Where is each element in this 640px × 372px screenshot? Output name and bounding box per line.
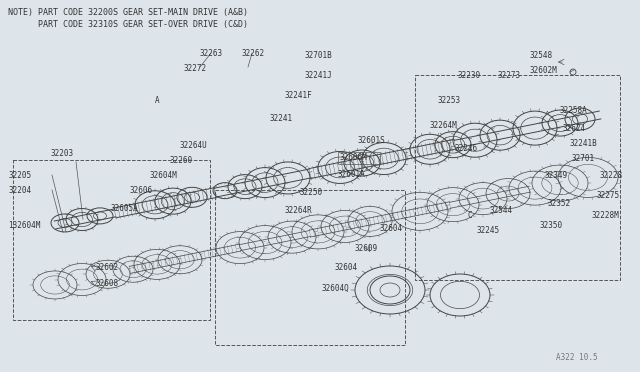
Text: 32264R: 32264R — [285, 205, 313, 215]
Text: 32701B: 32701B — [305, 51, 333, 60]
Text: 32230: 32230 — [458, 71, 481, 80]
Text: 32602M: 32602M — [530, 65, 557, 74]
Text: 32608: 32608 — [95, 279, 118, 288]
Text: 32272: 32272 — [183, 64, 206, 73]
Text: 32203: 32203 — [50, 148, 73, 157]
Text: NOTE) PART CODE 32200S GEAR SET-MAIN DRIVE (A&B): NOTE) PART CODE 32200S GEAR SET-MAIN DRI… — [8, 8, 248, 17]
Text: 32604: 32604 — [380, 224, 403, 232]
Text: 32204: 32204 — [8, 186, 31, 195]
Text: 32228: 32228 — [600, 170, 623, 180]
Text: 32241B: 32241B — [570, 138, 598, 148]
Text: 32275: 32275 — [597, 190, 620, 199]
Text: 32260: 32260 — [170, 155, 193, 164]
Text: 32264U: 32264U — [180, 141, 208, 150]
Text: 32604: 32604 — [335, 263, 358, 273]
Text: 32349: 32349 — [545, 170, 568, 180]
Text: 32241J: 32241J — [305, 71, 333, 80]
Text: 32548: 32548 — [530, 51, 553, 60]
Bar — [338, 152, 380, 164]
Text: 32606M: 32606M — [340, 153, 368, 161]
Text: 132604M: 132604M — [8, 221, 40, 230]
Text: 32352: 32352 — [548, 199, 571, 208]
Text: 32228M: 32228M — [592, 211, 620, 219]
Text: 32245: 32245 — [477, 225, 500, 234]
Text: 32544: 32544 — [490, 205, 513, 215]
Text: C: C — [468, 211, 472, 219]
Text: 32246: 32246 — [455, 144, 478, 153]
Text: 32604M: 32604M — [150, 170, 178, 180]
Text: 32205: 32205 — [8, 170, 31, 180]
Text: 32604Q: 32604Q — [322, 283, 349, 292]
Text: 32350: 32350 — [540, 221, 563, 230]
Text: 32701: 32701 — [572, 154, 595, 163]
Text: A322 10.5: A322 10.5 — [556, 353, 598, 362]
Text: 32241: 32241 — [270, 113, 293, 122]
Text: 32609: 32609 — [355, 244, 378, 253]
Text: A: A — [155, 96, 159, 105]
Text: PART CODE 32310S GEAR SET-OVER DRIVE (C&D): PART CODE 32310S GEAR SET-OVER DRIVE (C&… — [8, 20, 248, 29]
Text: 32601S: 32601S — [358, 135, 386, 144]
Text: 32602: 32602 — [95, 263, 118, 273]
Text: 32273: 32273 — [498, 71, 521, 80]
Text: 32601A: 32601A — [338, 170, 365, 179]
Text: 32241F: 32241F — [285, 90, 313, 99]
Text: 32263: 32263 — [200, 48, 223, 58]
Text: 32606: 32606 — [130, 186, 153, 195]
Text: 32250: 32250 — [300, 187, 323, 196]
Text: 32605A: 32605A — [110, 203, 138, 212]
Text: 32264M: 32264M — [430, 121, 458, 129]
Text: 32624: 32624 — [563, 124, 586, 132]
Text: 32258A: 32258A — [560, 106, 588, 115]
Text: 32262: 32262 — [242, 48, 265, 58]
Text: 32253: 32253 — [438, 96, 461, 105]
